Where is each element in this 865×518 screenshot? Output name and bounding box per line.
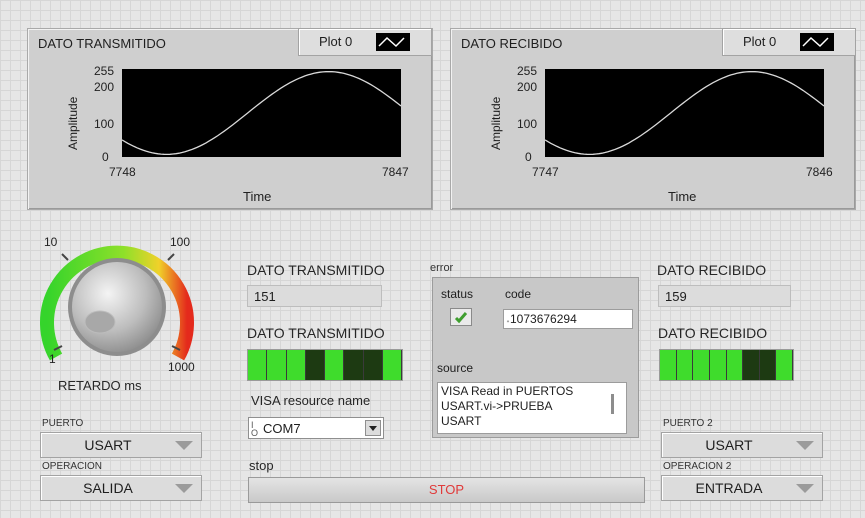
led-bit-7 xyxy=(776,350,793,380)
operacion-selector[interactable]: SALIDA xyxy=(40,475,202,501)
graph-transmitted-plot-area xyxy=(121,69,402,157)
tx-boolean-label: DATO TRANSMITIDO xyxy=(247,325,385,341)
plot-legend-transmitted[interactable]: Plot 0 xyxy=(298,28,432,56)
graph-transmitted-waveform xyxy=(121,70,402,156)
operacion-label: OPERACION xyxy=(42,461,103,472)
plot-legend-received[interactable]: Plot 0 xyxy=(722,28,856,56)
knob-scale-1000: 1000 xyxy=(168,360,195,374)
puerto-2-selector[interactable]: USART xyxy=(661,432,823,458)
error-code-value: 1073676294 xyxy=(510,312,577,326)
chevron-down-icon xyxy=(175,484,193,493)
error-cluster-label: error xyxy=(430,262,454,274)
led-bit-0 xyxy=(660,350,677,380)
rx-numeric-label: DATO RECIBIDO xyxy=(657,262,767,278)
led-bit-6 xyxy=(363,350,383,380)
plot-legend-swatch-icon xyxy=(376,33,410,51)
error-cluster: status code ˔1073676294 source VISA Read… xyxy=(432,277,639,438)
chevron-down-icon xyxy=(175,441,193,450)
led-bit-1 xyxy=(267,350,287,380)
ytick-0: 0 xyxy=(525,150,532,164)
puerto-label: PUERTO xyxy=(42,418,84,429)
visa-resource-value: COM7 xyxy=(263,421,301,436)
led-bit-3 xyxy=(709,350,727,380)
graph-received-xlabel: Time xyxy=(668,189,697,204)
knob-scale-10: 10 xyxy=(44,235,58,249)
led-bit-3 xyxy=(305,350,325,380)
status-ok-icon xyxy=(450,308,472,326)
stop-button-label: STOP xyxy=(428,482,465,497)
graph-transmitted-ylabel: Amplitude xyxy=(66,96,80,150)
led-bit-1 xyxy=(676,350,694,380)
puerto-2-label: PUERTO 2 xyxy=(663,418,713,429)
led-bit-7 xyxy=(382,350,402,380)
puerto-selector[interactable]: USART xyxy=(40,432,202,458)
led-bit-2 xyxy=(286,350,306,380)
graph-transmitted-title: DATO TRANSMITIDO xyxy=(38,36,166,51)
graph-received-plot-area xyxy=(544,69,825,157)
xtick-start: 7747 xyxy=(532,165,559,179)
error-source-label: source xyxy=(437,361,474,375)
led-bit-5 xyxy=(743,350,760,380)
puerto-2-value: USART xyxy=(705,437,753,453)
rx-boolean-label: DATO RECIBIDO xyxy=(658,325,768,341)
ytick-100: 100 xyxy=(94,117,115,131)
tx-boolean-array xyxy=(247,349,403,381)
tx-numeric-label: DATO TRANSMITIDO xyxy=(247,262,385,278)
ytick-255: 255 xyxy=(517,64,538,78)
rx-numeric-indicator: 159 xyxy=(658,285,791,307)
knob-label: RETARDO ms xyxy=(58,378,142,393)
plot-legend-label: Plot 0 xyxy=(743,34,777,49)
operacion-2-value: ENTRADA xyxy=(695,480,763,496)
error-code-indicator: ˔1073676294 xyxy=(503,309,633,329)
plot-legend-swatch-icon xyxy=(800,33,834,51)
xtick-start: 7748 xyxy=(109,165,136,179)
rx-boolean-array xyxy=(659,349,794,381)
graph-received-ylabel: Amplitude xyxy=(489,96,503,150)
knob-scale-1: 1 xyxy=(49,352,56,366)
led-bit-6 xyxy=(759,350,777,380)
stop-label: stop xyxy=(249,458,274,473)
tx-numeric-indicator: 151 xyxy=(247,285,382,307)
graph-received-waveform xyxy=(544,70,825,156)
ytick-0: 0 xyxy=(102,150,109,164)
operacion-2-selector[interactable]: ENTRADA xyxy=(661,475,823,501)
visa-label: VISA resource name xyxy=(251,393,371,408)
scrollbar-thumb[interactable] xyxy=(611,394,614,414)
plot-legend-label: Plot 0 xyxy=(319,34,353,49)
knob-grip xyxy=(84,310,116,334)
graph-received-title: DATO RECIBIDO xyxy=(461,36,563,51)
ytick-200: 200 xyxy=(94,80,115,94)
visa-dropdown-button[interactable] xyxy=(365,420,381,436)
led-bit-5 xyxy=(344,350,364,380)
stop-button[interactable]: STOP xyxy=(248,477,645,503)
led-bit-0 xyxy=(248,350,268,380)
ytick-255: 255 xyxy=(94,64,115,78)
operacion-value: SALIDA xyxy=(83,480,133,496)
error-code-label: code xyxy=(505,287,532,301)
xtick-end: 7846 xyxy=(806,165,833,179)
ytick-200: 200 xyxy=(517,80,538,94)
chevron-down-icon xyxy=(796,441,814,450)
chevron-down-icon xyxy=(796,484,814,493)
led-bit-4 xyxy=(325,350,345,380)
xtick-end: 7847 xyxy=(382,165,409,179)
led-bit-2 xyxy=(693,350,710,380)
graph-transmitted-xlabel: Time xyxy=(243,189,272,204)
error-source-indicator: VISA Read in PUERTOS USART.vi->PRUEBA US… xyxy=(437,382,627,434)
puerto-value: USART xyxy=(84,437,132,453)
knob-scale-100: 100 xyxy=(170,235,191,249)
code-prefix: ˔ xyxy=(506,312,510,326)
error-source-text: VISA Read in PUERTOS USART.vi->PRUEBA US… xyxy=(441,384,574,428)
ytick-100: 100 xyxy=(517,117,538,131)
led-bit-4 xyxy=(726,350,744,380)
operacion-2-label: OPERACION 2 xyxy=(663,461,732,472)
error-status-label: status xyxy=(441,287,474,301)
retardo-knob[interactable] xyxy=(22,222,212,377)
chevron-down-icon xyxy=(369,426,377,431)
